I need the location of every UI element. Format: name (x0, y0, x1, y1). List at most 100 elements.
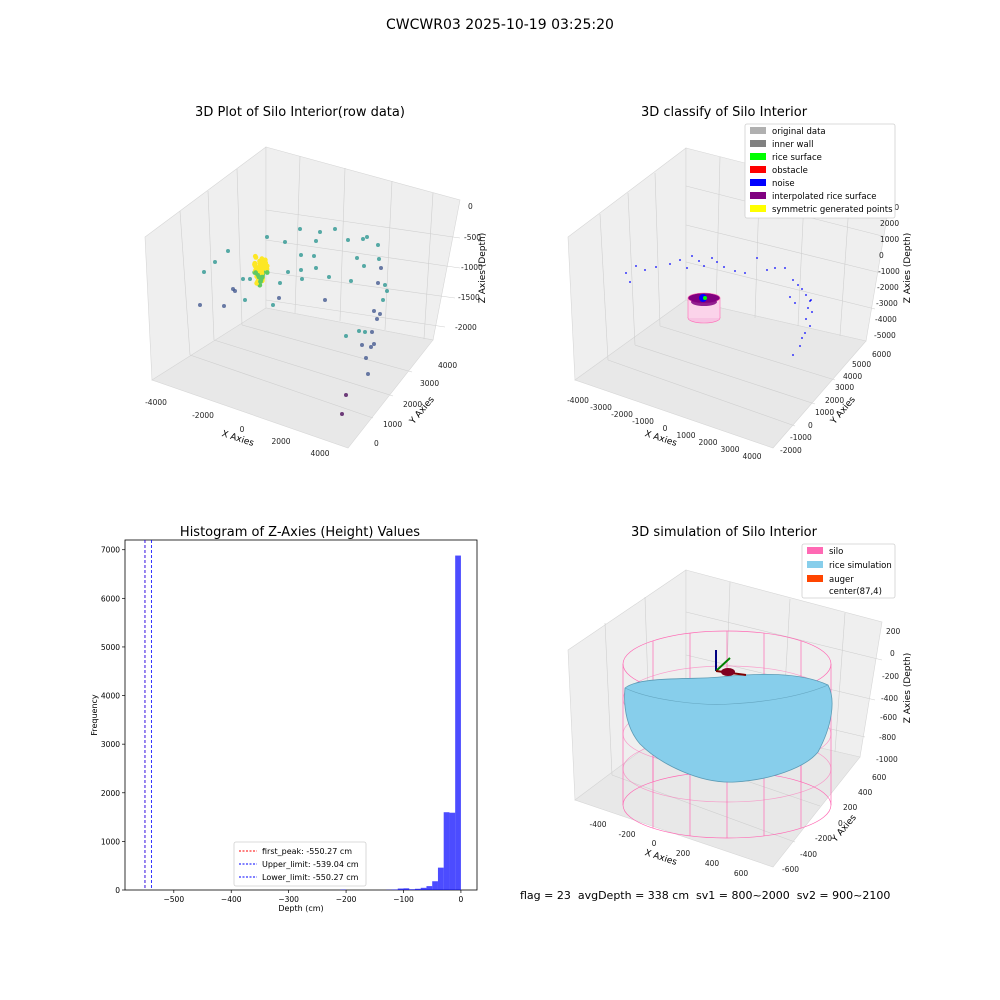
noise-point (734, 270, 736, 272)
p1-ytick: 1000 (383, 420, 402, 429)
hist-ytick-label: 6000 (101, 594, 120, 603)
legend-swatch (750, 140, 766, 147)
raw-point (300, 277, 304, 281)
p4-xtick: 600 (734, 869, 749, 878)
noise-point (644, 269, 646, 271)
raw-point (253, 264, 258, 269)
p2-xtick: 2000 (698, 438, 717, 447)
p2-ztick: 0 (879, 251, 884, 260)
noise-point (792, 354, 794, 356)
noise-point (797, 284, 799, 286)
raw-point (365, 235, 369, 239)
raw-point (349, 279, 353, 283)
p2-xtick: 4000 (742, 452, 761, 461)
raw-point (248, 277, 252, 281)
raw-point (253, 255, 259, 260)
raw-point (369, 345, 373, 349)
p4-ztick: -1000 (876, 755, 898, 764)
legend-label: interpolated rice surface (772, 192, 877, 202)
p4-xlabel: X Axies (643, 848, 678, 868)
p1-ztick: -1500 (458, 293, 480, 302)
p4-xtick: 400 (705, 859, 720, 868)
p2-ytick: 1000 (815, 408, 834, 417)
raw-point (362, 264, 366, 268)
raw-point (278, 281, 282, 285)
raw-point (243, 298, 247, 302)
p1-xtick: 0 (240, 425, 245, 434)
legend-label: noise (772, 179, 795, 189)
p2-ztick: 2000 (880, 219, 899, 228)
noise-point (811, 311, 813, 313)
raw-point (361, 237, 365, 241)
p1-ztick: -1000 (461, 263, 483, 272)
p4-ytick: 400 (858, 788, 873, 797)
noise-point (703, 265, 705, 267)
noise-point (723, 266, 725, 268)
hist-axes-frame (124, 539, 478, 891)
raw-point (340, 412, 344, 416)
noise-point (655, 266, 657, 268)
legend-label: original data (772, 127, 826, 137)
raw-point (264, 263, 270, 269)
panel-simulation-3d: 3D simulation of Silo Interior (567, 525, 913, 878)
hist-bar (426, 886, 433, 890)
noise-point (635, 265, 637, 267)
p2-ytick: -1000 (790, 433, 812, 442)
raw-point (202, 270, 206, 274)
p4-ztick: 200 (886, 627, 901, 636)
p2-ytick: 6000 (872, 350, 891, 359)
raw-point (264, 270, 270, 275)
raw-point (222, 304, 226, 308)
legend-label: inner wall (772, 140, 813, 150)
p4-xtick: 200 (676, 849, 691, 858)
hist-bar (432, 881, 438, 890)
noise-point (784, 267, 786, 269)
panel3-title: Histogram of Z-Axies (Height) Values (180, 525, 420, 540)
legend-swatch (807, 547, 823, 554)
legend-label: rice surface (772, 153, 822, 163)
p2-ytick: 0 (808, 421, 813, 430)
hist-bar (403, 888, 410, 890)
raw-point (259, 274, 265, 280)
legend-label: center(87,4) (829, 587, 882, 597)
p4-xtick: 0 (652, 839, 657, 848)
hist-xtick-label: −400 (221, 895, 242, 904)
raw-point (314, 239, 318, 243)
legend-swatch (750, 127, 766, 134)
raw-point (383, 283, 387, 287)
p1-ytick: 0 (374, 439, 379, 448)
raw-point (355, 256, 359, 260)
noise-point (805, 318, 807, 320)
noise-point (792, 279, 794, 281)
p1-ytick: 4000 (438, 361, 457, 370)
p2-ztick: -2000 (877, 283, 899, 292)
hist-bar (414, 888, 421, 890)
hist-legend: first_peak: -550.27 cm Upper_limit: -539… (233, 841, 367, 887)
hist-ylabel: Frequency (90, 694, 99, 736)
p2-ztick: -3000 (876, 299, 898, 308)
raw-point (265, 235, 269, 239)
p2-xtick: 1000 (676, 431, 695, 440)
p2-legend: original data inner wall rice surface ob… (744, 123, 896, 219)
raw-point (226, 249, 230, 253)
raw-point (372, 342, 376, 346)
raw-point (233, 289, 237, 293)
noise-point (809, 325, 811, 327)
raw-point (376, 243, 380, 247)
raw-point (376, 281, 380, 285)
legend-swatch (750, 153, 766, 160)
p2-ytick: 5000 (852, 360, 871, 369)
p2-ztick: -1000 (878, 267, 900, 276)
legend-swatch (750, 192, 766, 199)
hist-bar (437, 867, 444, 890)
p1-zlabel: Z Axies (Depth) (478, 233, 488, 304)
noise-point (789, 296, 791, 298)
p1-ztick: -2000 (455, 323, 477, 332)
raw-point (254, 280, 260, 286)
hist-ticks: −500 −400 −300 −200 −100 0 0 1000 2000 3000 4000 50… (101, 546, 464, 904)
p1-ytick: 2000 (403, 400, 422, 409)
p4-xtick: -400 (589, 820, 606, 829)
p4-ytick: 200 (843, 803, 858, 812)
p4-ztick: 0 (890, 649, 895, 658)
hist-ytick-label: 1000 (101, 837, 120, 846)
